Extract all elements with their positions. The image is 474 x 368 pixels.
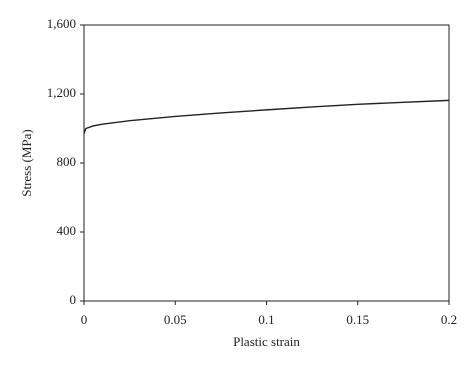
x-tick-label: 0.1 <box>258 312 274 327</box>
y-tick-label: 1,200 <box>47 85 76 100</box>
x-tick-label: 0.05 <box>164 312 187 327</box>
x-tick-label: 0.2 <box>441 312 457 327</box>
x-axis-label: Plastic strain <box>233 334 300 349</box>
line-series <box>83 99 450 134</box>
y-tick-label: 800 <box>57 154 77 169</box>
x-tick-label: 0.15 <box>346 312 369 327</box>
y-tick-label: 1,600 <box>47 16 76 31</box>
y-tick-label: 0 <box>70 292 77 307</box>
x-tick-label: 0 <box>81 312 88 327</box>
y-axis-label: Stress (MPa) <box>19 129 34 197</box>
plot-frame <box>83 24 450 302</box>
y-tick-label: 400 <box>57 223 77 238</box>
